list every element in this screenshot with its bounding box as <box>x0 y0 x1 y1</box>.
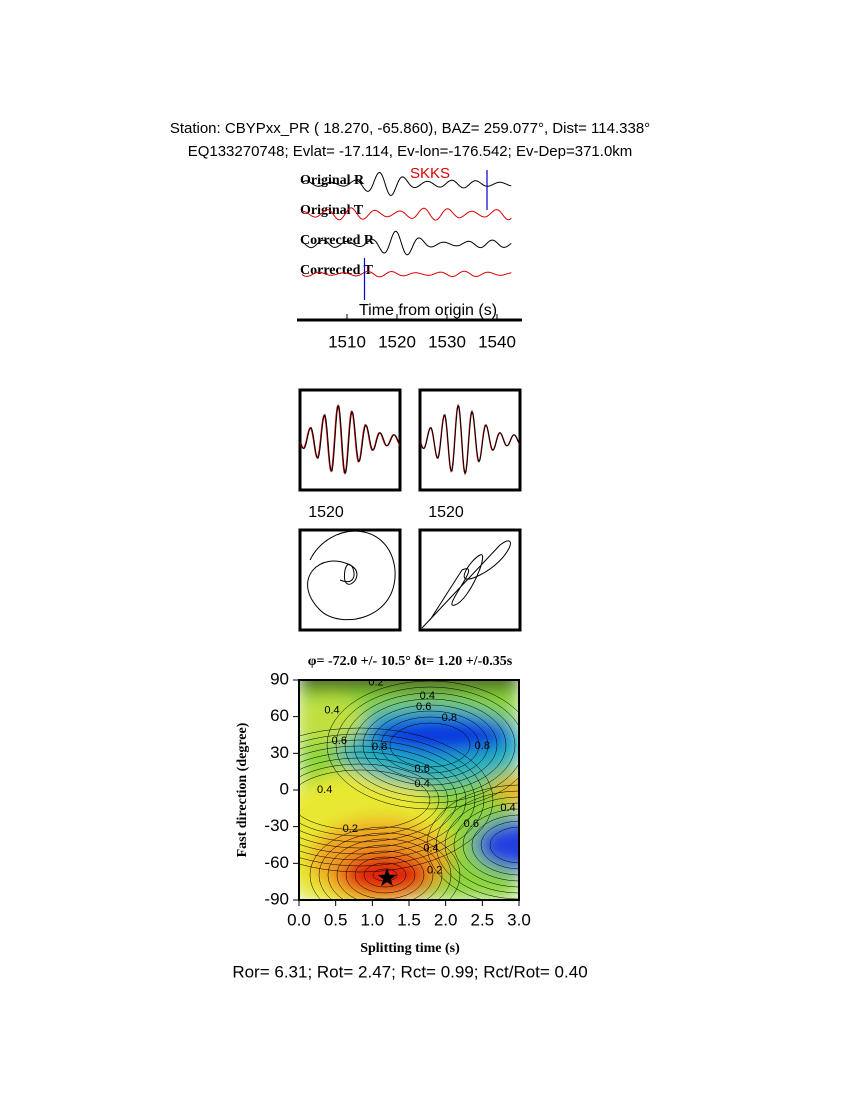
contour-line <box>335 686 519 804</box>
panel-frame <box>298 528 402 632</box>
contour-label: 0.4 <box>324 704 339 716</box>
y-tick-label: 60 <box>270 706 289 725</box>
contour-line <box>327 838 443 900</box>
contour-line <box>299 769 431 831</box>
trace-label: Original R <box>300 173 365 188</box>
contour-label: 0.2 <box>368 676 383 688</box>
footer: Ror= 6.31; Rot= 2.47; Rct= 0.99; Rct/Rot… <box>232 962 587 981</box>
header-station: Station: CBYPxx_PR ( 18.270, -65.860), B… <box>170 120 650 137</box>
phase-label: SKKS <box>410 165 450 182</box>
contour-line <box>336 844 434 900</box>
contour-label: 0.4 <box>317 784 332 796</box>
contour-line <box>444 796 519 894</box>
heat-region <box>370 717 510 753</box>
y-tick-label: -30 <box>264 816 289 835</box>
waveform <box>419 404 521 475</box>
particle-panels: 1520 1520 <box>298 388 522 632</box>
trace <box>301 270 512 278</box>
waveform <box>299 404 401 475</box>
contour-line <box>318 832 452 900</box>
trace <box>301 230 512 256</box>
contour-line <box>309 826 461 900</box>
particle-motion <box>307 530 396 621</box>
time-tick-label: 1510 <box>328 332 366 351</box>
y-tick-label: 0 <box>280 779 289 798</box>
best-fit-star <box>377 868 397 887</box>
y-tick-label: -60 <box>264 853 289 872</box>
contour-label: 0.6 <box>416 701 431 713</box>
panel-tick-label: 1520 <box>428 504 464 521</box>
waveform <box>419 403 521 476</box>
contour-label: 0.2 <box>343 823 358 835</box>
contour-line <box>453 802 519 888</box>
contour-line <box>362 704 498 786</box>
time-tick-label: 1540 <box>478 332 516 351</box>
contour-line <box>299 745 467 855</box>
time-tick-label: 1530 <box>428 332 466 351</box>
panel-frame <box>418 388 522 492</box>
x-tick-label: 0.5 <box>324 910 348 929</box>
waveform <box>299 403 401 475</box>
contour-label: 0.4 <box>415 778 430 790</box>
contour-line <box>426 784 519 900</box>
x-axis-label: Splitting time (s) <box>360 941 460 956</box>
contour-line <box>299 739 476 861</box>
contour-label: 0.6 <box>332 735 347 747</box>
contour-line <box>462 808 519 882</box>
contour-line <box>371 710 489 780</box>
contour-line <box>353 698 507 792</box>
contour-label: 0.4 <box>423 843 438 855</box>
x-tick-label: 3.0 <box>507 910 531 929</box>
contour-label: 0.8 <box>475 740 490 752</box>
contour-line <box>299 733 485 867</box>
contour-line <box>471 814 519 876</box>
time-axis-label: Time from origin (s) <box>359 302 497 319</box>
contour-line <box>480 820 519 870</box>
heatmap: 0.20.40.60.80.40.60.8 0.80.60.40.40.40.60… <box>299 676 519 900</box>
map-title: φ= -72.0 +/- 10.5° δt= 1.20 +/-0.35s <box>308 654 513 669</box>
contour-line <box>299 727 494 873</box>
header-event: EQ133270748; Evlat= -17.114, Ev-lon=-176… <box>188 143 633 160</box>
y-tick-label: 90 <box>270 669 289 688</box>
particle-motion <box>421 540 511 629</box>
y-axis-label: Fast direction (degree) <box>235 722 250 857</box>
contour-line <box>299 763 440 837</box>
x-tick-label: 1.5 <box>397 910 421 929</box>
contour-line <box>363 862 407 888</box>
contour-line <box>380 716 480 774</box>
trace <box>301 207 512 221</box>
heat-region <box>299 680 519 688</box>
contour-label: 0.8 <box>372 741 387 753</box>
x-tick-label: 2.5 <box>471 910 495 929</box>
trace-label: Corrected T <box>300 263 374 278</box>
contour-line <box>299 757 449 843</box>
x-tick-label: 0.0 <box>287 910 311 929</box>
time-tick-label: 1520 <box>378 332 416 351</box>
y-tick-label: -90 <box>264 889 289 908</box>
contour-label: 0.6 <box>415 763 430 775</box>
heat-region <box>475 820 519 870</box>
trace-label: Original T <box>300 203 364 218</box>
trace-label: Corrected R <box>300 233 375 248</box>
panel-frame <box>298 388 402 492</box>
heat-region <box>299 695 365 745</box>
contour-label: 0.2 <box>427 865 442 877</box>
contour-line <box>344 692 516 798</box>
x-tick-label: 2.0 <box>434 910 458 929</box>
trace <box>301 171 512 196</box>
contour-line <box>354 856 416 894</box>
contour-label: 0.4 <box>500 802 515 814</box>
panel-frame <box>418 528 522 632</box>
contour-line <box>489 826 519 864</box>
contour-line <box>299 751 458 849</box>
y-tick-label: 30 <box>270 743 289 762</box>
contour-label: 0.4 <box>420 690 435 702</box>
panel-tick-label: 1520 <box>308 504 344 521</box>
contour-label: 0.6 <box>464 818 479 830</box>
contour-label: 0.8 <box>442 712 457 724</box>
x-tick-label: 1.0 <box>361 910 385 929</box>
